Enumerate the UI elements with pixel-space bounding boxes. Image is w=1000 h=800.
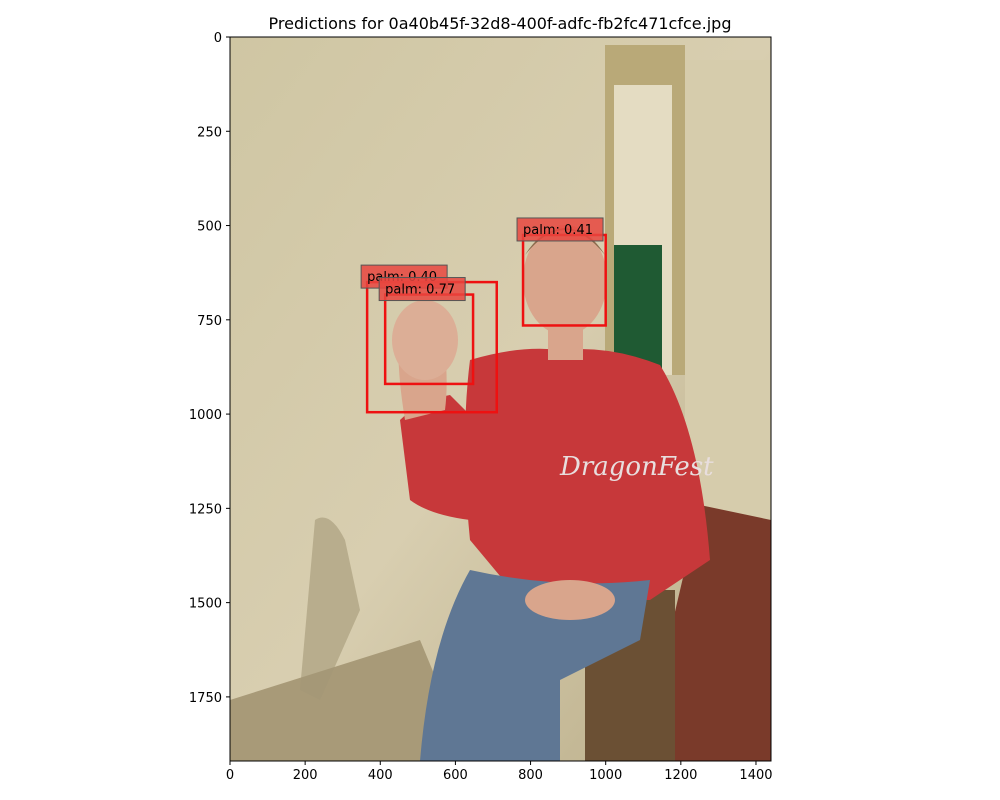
- y-tick-label: 1000: [189, 408, 222, 423]
- x-tick-label: 600: [443, 768, 468, 783]
- detection-label-bg: [516, 217, 604, 242]
- x-tick-label: 0: [226, 768, 234, 783]
- y-tick-label: 1250: [189, 502, 222, 517]
- y-tick-label: 250: [197, 125, 222, 140]
- svg-text:DragonFest: DragonFest: [559, 452, 714, 482]
- y-tick-label: 1500: [189, 597, 222, 612]
- y-axis: 0 250 500 750 1000 1250 1500 1750: [189, 31, 230, 706]
- y-tick-label: 500: [197, 220, 222, 235]
- y-tick-label: 1750: [189, 691, 222, 706]
- y-tick-label: 0: [214, 31, 222, 46]
- x-tick-label: 800: [518, 768, 543, 783]
- chart-title: Predictions for 0a40b45f-32d8-400f-adfc-…: [269, 14, 732, 33]
- x-tick-label: 400: [368, 768, 393, 783]
- detection-label: palm: 0.77: [385, 283, 455, 298]
- detection-label: palm: 0.41: [523, 223, 593, 238]
- detection-label-bg: [378, 277, 466, 302]
- plot-frame: [229, 36, 772, 762]
- y-tick-label: 750: [197, 314, 222, 329]
- x-axis: 0 200 400 600 800 1000 1200 1400: [226, 761, 773, 783]
- x-tick-label: 1400: [739, 768, 772, 783]
- x-tick-label: 1000: [589, 768, 622, 783]
- x-tick-label: 1200: [664, 768, 697, 783]
- photo: DragonFest: [230, 37, 771, 761]
- x-tick-label: 200: [293, 768, 318, 783]
